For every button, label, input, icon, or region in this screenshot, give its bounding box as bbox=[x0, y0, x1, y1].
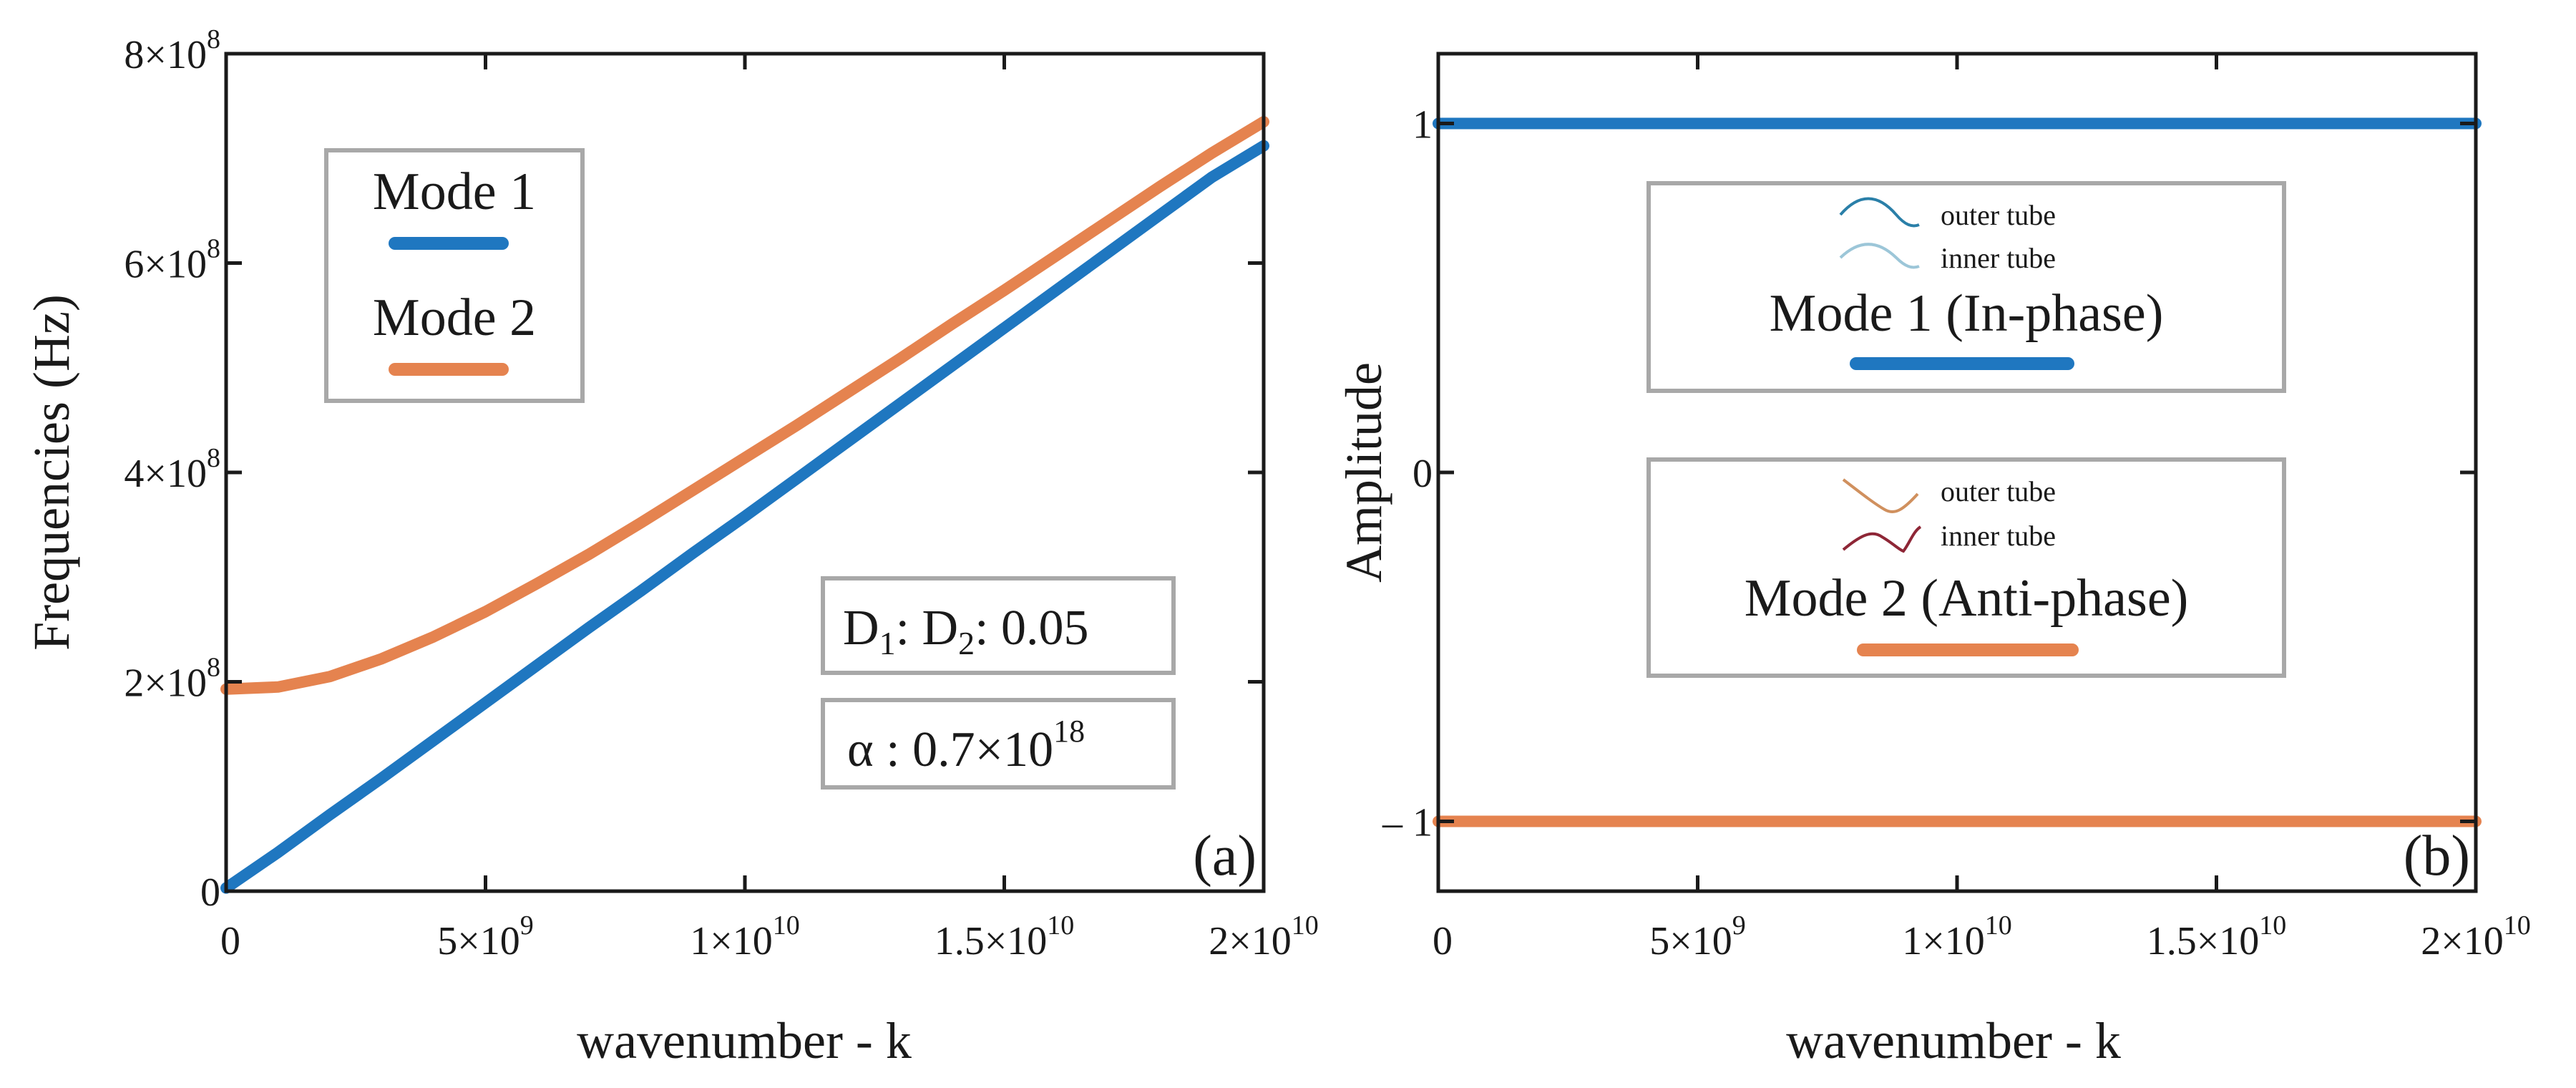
mode-2-legend-title: Mode 2 (Anti-phase) bbox=[1745, 569, 2189, 628]
panel-a-series-group bbox=[220, 116, 1269, 894]
mode-1-inner-tube-label: inner tube bbox=[1941, 242, 2056, 274]
panel-a-x-tick-label: 1.5×1010 bbox=[935, 910, 1075, 963]
panel-a-y-tick-label: 8×108 bbox=[124, 24, 220, 77]
inner-tube-wave-icon bbox=[1842, 525, 1922, 553]
panel-b-tag: (b) bbox=[2404, 825, 2470, 888]
panel-a-y-tick-label: 0 bbox=[200, 870, 220, 915]
alpha-annotation-text: α : 0.7×1018 bbox=[847, 714, 1085, 777]
panel-a-x-axis-label: wavenumber - k bbox=[577, 1012, 912, 1069]
mode-1-legend-title: Mode 1 (In-phase) bbox=[1770, 284, 2164, 343]
ratio-annotation-box bbox=[821, 576, 1176, 675]
panel-b-y-tick-label: 0 bbox=[1413, 452, 1433, 496]
mode-2-legend: outer tube inner tube Mode 2 (Anti-phase… bbox=[1646, 457, 2286, 678]
panel-a-y-tick-label: 4×108 bbox=[124, 443, 220, 496]
panel-a-y-tick-label: 6×108 bbox=[124, 234, 220, 287]
panel-b-x-axis-label: wavenumber - k bbox=[1786, 1012, 2121, 1069]
panel-a-legend-box bbox=[324, 148, 585, 403]
outer-tube-wave-icon bbox=[1842, 478, 1919, 514]
alpha-annotation-box bbox=[821, 698, 1176, 790]
ratio-annotation-text: D1: D2: 0.05 bbox=[843, 601, 1089, 661]
panel-b-x-tick-label: 1×1010 bbox=[1902, 910, 2012, 963]
panel-b-x-tick-label: 1.5×1010 bbox=[2147, 910, 2287, 963]
panel-a-ticks: 0 5×109 1×1010 1.5×1010 2×1010 0 2×108 4×108 6×1… bbox=[124, 24, 1318, 963]
panel-a-x-tick-label: 1×1010 bbox=[690, 910, 800, 963]
mode-1-legend: outer tube inner tube Mode 1 (In-phase) bbox=[1646, 181, 2286, 393]
panel-a-x-tick-label: 0 bbox=[220, 919, 240, 963]
mode-2-inner-tube-label: inner tube bbox=[1941, 520, 2056, 552]
panel-a-legend: Mode 1 Mode 2 bbox=[324, 148, 585, 403]
panel-b: 0 5×109 1×1010 1.5×1010 2×1010 1 0 – 1 Amplitud… bbox=[1335, 52, 2531, 1069]
panel-a-x-tick-label: 2×1010 bbox=[1209, 910, 1319, 963]
panel-b-y-tick-label: – 1 bbox=[1382, 801, 1433, 845]
outer-tube-wave-icon bbox=[1839, 197, 1920, 228]
alpha-annotation: α : 0.7×1018 bbox=[821, 698, 1176, 790]
mode-1-legend-box bbox=[1646, 181, 2286, 393]
mode-2-legend-box bbox=[1646, 457, 2286, 678]
mode-1-outer-tube-label: outer tube bbox=[1941, 199, 2056, 231]
panel-b-ticks: 0 5×109 1×1010 1.5×1010 2×1010 1 0 – 1 bbox=[1382, 54, 2531, 963]
legend-label-mode-1: Mode 1 bbox=[373, 162, 536, 221]
mode-2-outer-tube-label: outer tube bbox=[1941, 475, 2056, 507]
panel-b-y-axis-label: Amplitude bbox=[1335, 362, 1392, 583]
panel-a-tag: (a) bbox=[1193, 825, 1257, 888]
ratio-annotation: D1: D2: 0.05 bbox=[821, 576, 1176, 675]
panel-b-series-group bbox=[1433, 117, 2482, 827]
panel-a: 0 5×109 1×1010 1.5×1010 2×1010 0 2×108 4×108 6×1… bbox=[23, 24, 1319, 1069]
panel-a-series-line-mode-1 bbox=[220, 140, 1269, 894]
legend-label-mode-2: Mode 2 bbox=[373, 288, 536, 347]
panel-a-y-tick-label: 2×108 bbox=[124, 653, 220, 706]
panel-a-x-tick-label: 5×109 bbox=[437, 910, 534, 963]
panel-b-x-tick-label: 0 bbox=[1433, 919, 1453, 963]
panel-a-y-axis-label: Frequencies (Hz) bbox=[23, 294, 80, 651]
panel-b-x-tick-label: 5×109 bbox=[1649, 910, 1746, 963]
panel-b-y-tick-label: 1 bbox=[1413, 103, 1433, 147]
inner-tube-wave-icon bbox=[1839, 243, 1920, 269]
panel-a-series-line-mode-2 bbox=[220, 116, 1269, 695]
panel-b-x-tick-label: 2×1010 bbox=[2421, 910, 2531, 963]
